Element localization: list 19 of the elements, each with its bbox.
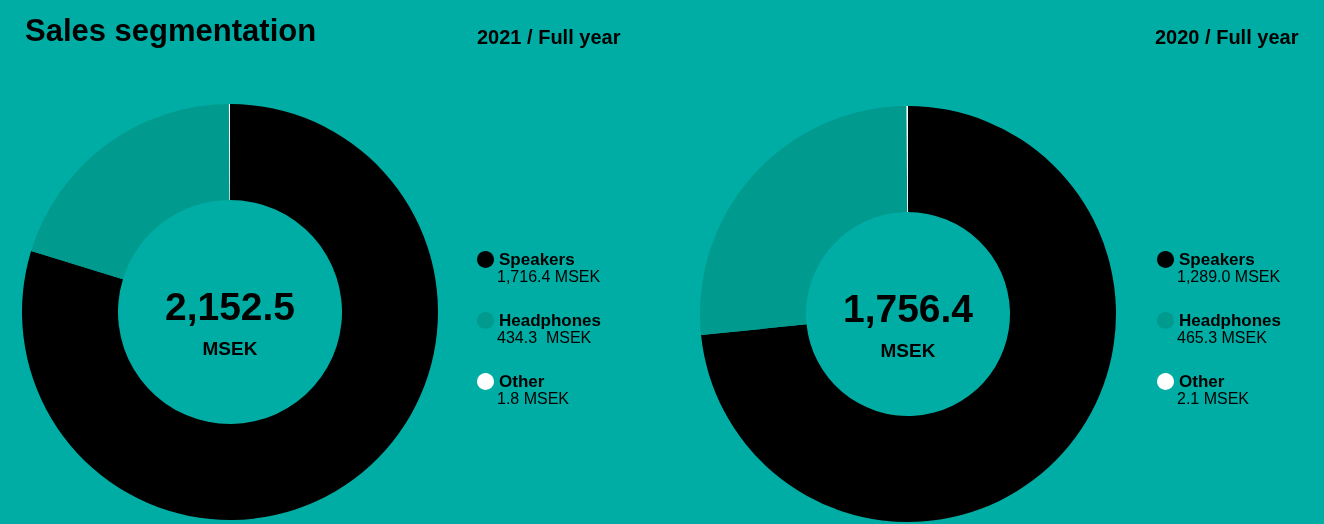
data-label: 434.3 MSEK xyxy=(497,328,592,346)
data-label: 1,716.4 MSEK xyxy=(497,267,601,285)
data-label: 1,289.0 MSEK xyxy=(1177,267,1281,285)
legend-label: Headphones xyxy=(499,311,602,330)
legend-label: Speakers xyxy=(499,250,575,269)
text: MSEK xyxy=(880,339,936,361)
text: 1,756.4 xyxy=(842,286,974,330)
chart-subtitle: 2021 / Full year xyxy=(477,26,621,48)
data-label: 465.3 MSEK xyxy=(1177,328,1268,346)
legend-label: Other xyxy=(1179,372,1225,391)
text: MSEK xyxy=(202,337,258,359)
data-label: 2.1 MSEK xyxy=(1177,389,1250,407)
text: 2,152.5 xyxy=(164,284,296,328)
data-label: 1.8 MSEK xyxy=(497,389,570,407)
legend-label: Headphones xyxy=(1179,311,1282,330)
legend-label: Other xyxy=(499,372,545,391)
chart-subtitle: 2020 / Full year xyxy=(1155,26,1299,48)
legend-label: Speakers xyxy=(1179,250,1255,269)
chart-title: Sales segmentation xyxy=(25,13,317,48)
